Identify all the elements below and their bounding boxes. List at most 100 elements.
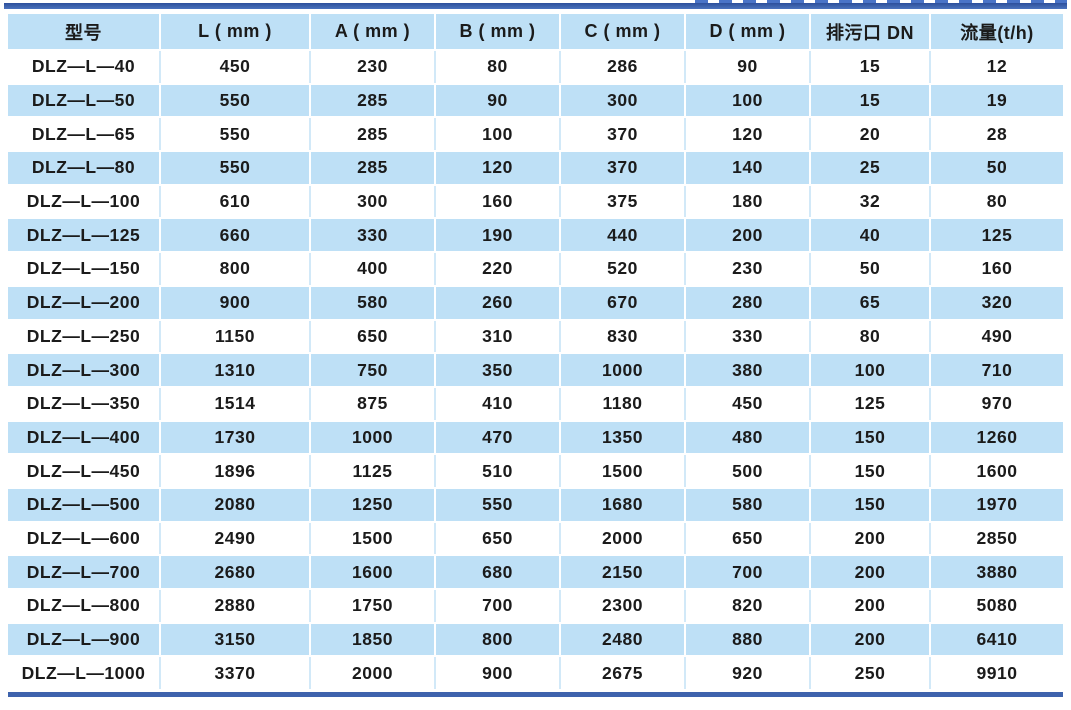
- value-cell: 1896: [160, 454, 311, 489]
- value-cell: 286: [560, 50, 686, 85]
- value-cell: 370: [560, 151, 686, 186]
- value-cell: 2850: [930, 521, 1063, 557]
- value-cell: 1730: [160, 420, 311, 456]
- value-cell: 820: [685, 589, 811, 624]
- value-cell: 9910: [930, 656, 1063, 692]
- model-cell: DLZ—L—250: [8, 319, 161, 355]
- model-cell: DLZ—L—100: [8, 184, 161, 220]
- table-header: 型号 L ( mm ) A ( mm ) B ( mm ) C ( mm ) D…: [8, 14, 1063, 51]
- value-cell: 100: [435, 117, 561, 153]
- value-cell: 2150: [560, 555, 686, 590]
- value-cell: 3150: [160, 622, 311, 658]
- value-cell: 300: [560, 83, 686, 119]
- value-cell: 875: [310, 386, 436, 422]
- value-cell: 550: [160, 83, 311, 119]
- table-body: DLZ—L—40 450 230 80 286 90 15 12 DLZ—L—50 550 285 9…: [8, 50, 1063, 692]
- value-cell: 490: [930, 319, 1063, 355]
- value-cell: 1600: [930, 454, 1063, 489]
- table-row: DLZ—L—700 2680 1600 680 2150 700 200 3880: [8, 555, 1063, 590]
- value-cell: 970: [930, 386, 1063, 422]
- value-cell: 610: [160, 184, 311, 220]
- table-row: DLZ—L—150 800 400 220 520 230 50 160: [8, 252, 1063, 287]
- value-cell: 125: [930, 218, 1063, 254]
- value-cell: 200: [685, 218, 811, 254]
- value-cell: 200: [810, 521, 931, 557]
- value-cell: 670: [560, 285, 686, 321]
- value-cell: 700: [435, 589, 561, 624]
- value-cell: 1250: [310, 487, 436, 523]
- value-cell: 1970: [930, 487, 1063, 523]
- value-cell: 5080: [930, 589, 1063, 624]
- value-cell: 650: [435, 521, 561, 557]
- value-cell: 370: [560, 117, 686, 153]
- value-cell: 660: [160, 218, 311, 254]
- header-drain-dn: 排污口 DN: [810, 14, 931, 51]
- value-cell: 1680: [560, 487, 686, 523]
- model-cell: DLZ—L—200: [8, 285, 161, 321]
- value-cell: 6410: [930, 622, 1063, 658]
- model-cell: DLZ—L—450: [8, 454, 161, 489]
- value-cell: 580: [685, 487, 811, 523]
- value-cell: 90: [435, 83, 561, 119]
- value-cell: 1000: [560, 353, 686, 388]
- value-cell: 150: [810, 420, 931, 456]
- model-cell: DLZ—L—1000: [8, 656, 161, 692]
- value-cell: 15: [810, 50, 931, 85]
- value-cell: 285: [310, 83, 436, 119]
- value-cell: 200: [810, 555, 931, 590]
- value-cell: 2680: [160, 555, 311, 590]
- value-cell: 3880: [930, 555, 1063, 590]
- value-cell: 150: [810, 454, 931, 489]
- value-cell: 230: [310, 50, 436, 85]
- value-cell: 80: [810, 319, 931, 355]
- value-cell: 1180: [560, 386, 686, 422]
- value-cell: 32: [810, 184, 931, 220]
- value-cell: 40: [810, 218, 931, 254]
- value-cell: 2080: [160, 487, 311, 523]
- value-cell: 710: [930, 353, 1063, 388]
- value-cell: 200: [810, 589, 931, 624]
- value-cell: 200: [810, 622, 931, 658]
- model-cell: DLZ—L—500: [8, 487, 161, 523]
- value-cell: 700: [685, 555, 811, 590]
- value-cell: 100: [810, 353, 931, 388]
- value-cell: 65: [810, 285, 931, 321]
- value-cell: 120: [435, 151, 561, 186]
- value-cell: 1750: [310, 589, 436, 624]
- table-row: DLZ—L—125 660 330 190 440 200 40 125: [8, 218, 1063, 254]
- model-cell: DLZ—L—80: [8, 151, 161, 186]
- value-cell: 480: [685, 420, 811, 456]
- value-cell: 150: [810, 487, 931, 523]
- table-row: DLZ—L—40 450 230 80 286 90 15 12: [8, 50, 1063, 85]
- value-cell: 450: [160, 50, 311, 85]
- model-cell: DLZ—L—800: [8, 589, 161, 624]
- value-cell: 2000: [560, 521, 686, 557]
- value-cell: 380: [685, 353, 811, 388]
- value-cell: 470: [435, 420, 561, 456]
- table-row: DLZ—L—1000 3370 2000 900 2675 920 250 9910: [8, 656, 1063, 692]
- value-cell: 1500: [560, 454, 686, 489]
- value-cell: 190: [435, 218, 561, 254]
- table-row: DLZ—L—200 900 580 260 670 280 65 320: [8, 285, 1063, 321]
- bottom-rule: [8, 692, 1063, 697]
- table-row: DLZ—L—80 550 285 120 370 140 25 50: [8, 151, 1063, 186]
- value-cell: 50: [930, 151, 1063, 186]
- model-cell: DLZ—L—40: [8, 50, 161, 85]
- value-cell: 250: [810, 656, 931, 692]
- value-cell: 550: [160, 151, 311, 186]
- header-d-mm: D ( mm ): [685, 14, 811, 51]
- value-cell: 20: [810, 117, 931, 153]
- value-cell: 900: [435, 656, 561, 692]
- value-cell: 510: [435, 454, 561, 489]
- value-cell: 285: [310, 117, 436, 153]
- value-cell: 350: [435, 353, 561, 388]
- value-cell: 830: [560, 319, 686, 355]
- header-row: 型号 L ( mm ) A ( mm ) B ( mm ) C ( mm ) D…: [8, 14, 1063, 51]
- value-cell: 2490: [160, 521, 311, 557]
- value-cell: 880: [685, 622, 811, 658]
- clipped-caption-fragment: [695, 0, 1067, 3]
- value-cell: 410: [435, 386, 561, 422]
- value-cell: 330: [685, 319, 811, 355]
- value-cell: 2480: [560, 622, 686, 658]
- value-cell: 800: [160, 252, 311, 287]
